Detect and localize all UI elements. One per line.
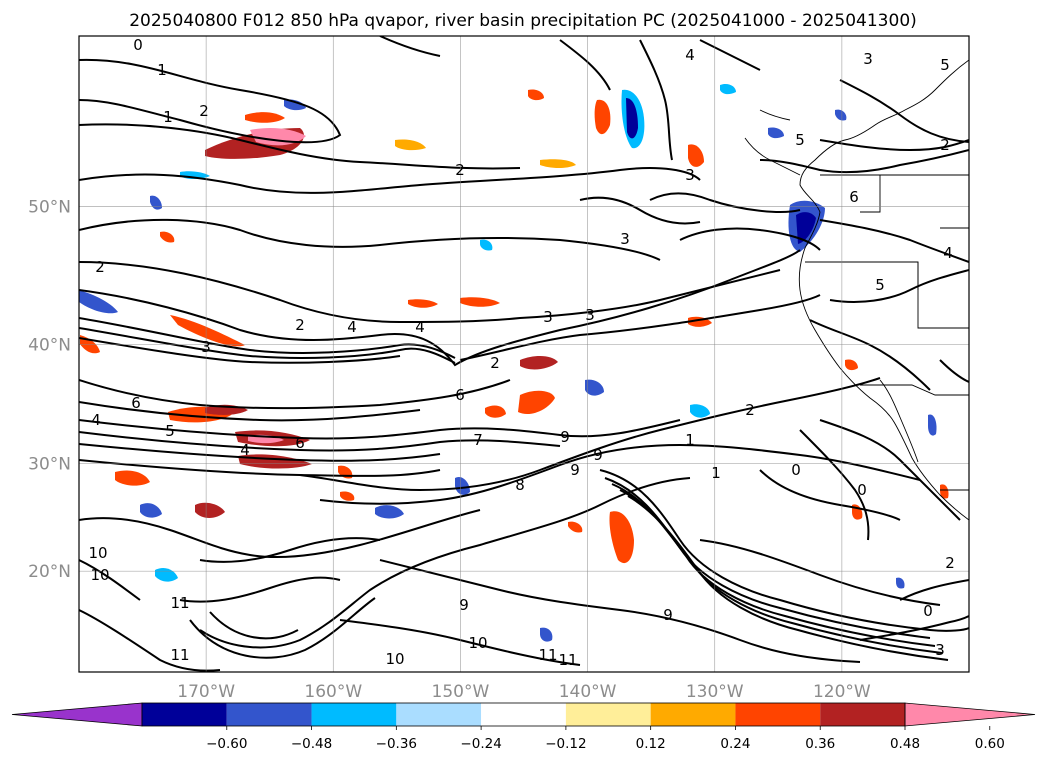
contour-label: 4: [943, 244, 953, 262]
colorbar-tick-label: −0.12: [545, 736, 586, 752]
contour-label: 2: [940, 136, 950, 154]
map-frame: [78, 35, 970, 673]
contour-label: 6: [455, 386, 465, 404]
lon-tick-label: 140°W: [559, 682, 617, 702]
contour-label: 0: [923, 602, 933, 620]
contour-label: 6: [131, 394, 141, 412]
colorbar-swatch: [650, 703, 736, 726]
contour-label: 1: [163, 108, 173, 126]
contour-label: 3: [935, 641, 945, 659]
contour-label: 0: [791, 461, 801, 479]
contour-label: 1: [157, 61, 167, 79]
coastline: [744, 36, 969, 521]
lat-tick-label: 40°N: [28, 336, 71, 356]
contour-label: 3: [620, 230, 630, 248]
colorbar-tick-label: −0.60: [206, 736, 247, 752]
contour-label: 3: [685, 166, 695, 184]
contour-label: 10: [90, 566, 109, 584]
contour-label: 2: [745, 401, 755, 419]
contour-label: 8: [515, 476, 525, 494]
lon-tick-label: 120°W: [813, 682, 871, 702]
contour-label: 4: [347, 318, 357, 336]
contour-label: 0: [857, 481, 867, 499]
colorbar-swatch: [311, 703, 397, 726]
contour-label: 4: [685, 46, 695, 64]
contour-label: 3: [863, 50, 873, 68]
colorbar-tick-label: −0.36: [376, 736, 417, 752]
colorbar-swatch: [142, 703, 227, 726]
colorbar-swatch: [396, 703, 482, 726]
contour-label: 6: [295, 434, 305, 452]
contour-label: 11: [170, 646, 189, 664]
colorbar-tick-label: 0.36: [805, 736, 835, 752]
contour-label: 2: [95, 258, 105, 276]
contour-label: 2: [199, 102, 209, 120]
lat-tick-label: 20°N: [28, 562, 71, 582]
contour-label: 5: [795, 131, 805, 149]
political-borders: [805, 174, 969, 491]
contour-label: 9: [459, 596, 469, 614]
colorbar-extend-high: [904, 702, 1036, 727]
contour-label: 3: [585, 306, 595, 324]
lon-tick-label: 150°W: [432, 682, 490, 702]
lon-tick-label: 170°W: [177, 682, 235, 702]
map-title: 2025040800 F012 850 hPa qvapor, river ba…: [129, 11, 917, 31]
colorbar-tick-label: −0.24: [460, 736, 501, 752]
lon-tick-label: 160°W: [304, 682, 362, 702]
colorbar-tick-label: 0.60: [975, 736, 1005, 752]
colorbar-swatch: [820, 703, 905, 726]
contour-label: 2: [945, 554, 955, 572]
contour-label: 11: [558, 651, 577, 669]
lat-tick-label: 30°N: [28, 455, 71, 475]
contour-label: 11: [170, 594, 189, 612]
contour-label: 2: [295, 316, 305, 334]
contour-label: 1: [711, 464, 721, 482]
colorbar-extend-low: [11, 702, 143, 727]
contour-label: 5: [165, 422, 175, 440]
lon-tick-label: 130°W: [686, 682, 744, 702]
contour-label: 9: [570, 461, 580, 479]
colorbar-tick-label: −0.48: [291, 736, 332, 752]
contour-label: 9: [593, 446, 603, 464]
colorbar-tick-label: 0.24: [720, 736, 750, 752]
contour-label: 1: [685, 431, 695, 449]
contour-label: 2: [490, 354, 500, 372]
colorbar-swatch: [226, 703, 312, 726]
contour-label: 10: [468, 634, 487, 652]
contour-label: 4: [240, 441, 250, 459]
colorbar-frame: [141, 702, 906, 727]
contour-label: 3: [543, 308, 553, 326]
qvapor-contours: [79, 36, 969, 672]
contour-label: 10: [88, 544, 107, 562]
contour-label: 6: [849, 188, 859, 206]
colorbar-tick-label: 0.48: [890, 736, 920, 752]
contour-label: 5: [940, 56, 950, 74]
contour-label: 5: [875, 276, 885, 294]
colorbar-swatch: [735, 703, 821, 726]
colorbar: −0.60 −0.48 −0.36 −0.24 −0.12 0.12 0.24 0.36 0.4…: [11, 702, 1036, 752]
map-background: [79, 36, 969, 672]
contour-label: 0: [133, 36, 143, 54]
longitude-labels: 170°W 160°W 150°W 140°W 130°W 120°W: [177, 682, 871, 702]
contour-label: 11: [538, 646, 557, 664]
lat-tick-label: 50°N: [28, 198, 71, 218]
contour-label: 2: [455, 161, 465, 179]
latitude-labels: 50°N 40°N 30°N 20°N: [28, 198, 71, 583]
contour-label: 9: [560, 428, 570, 446]
colorbar-tick-label: 0.12: [636, 736, 666, 752]
contour-label: 7: [473, 431, 483, 449]
colorbar-swatch: [481, 703, 566, 726]
graticule: [79, 36, 969, 672]
contour-label: 9: [663, 606, 673, 624]
contour-label: 4: [415, 318, 425, 336]
contour-label: 3: [201, 338, 211, 356]
colorbar-swatch: [565, 703, 651, 726]
contour-label: 10: [385, 650, 404, 668]
contour-label: 4: [91, 411, 101, 429]
